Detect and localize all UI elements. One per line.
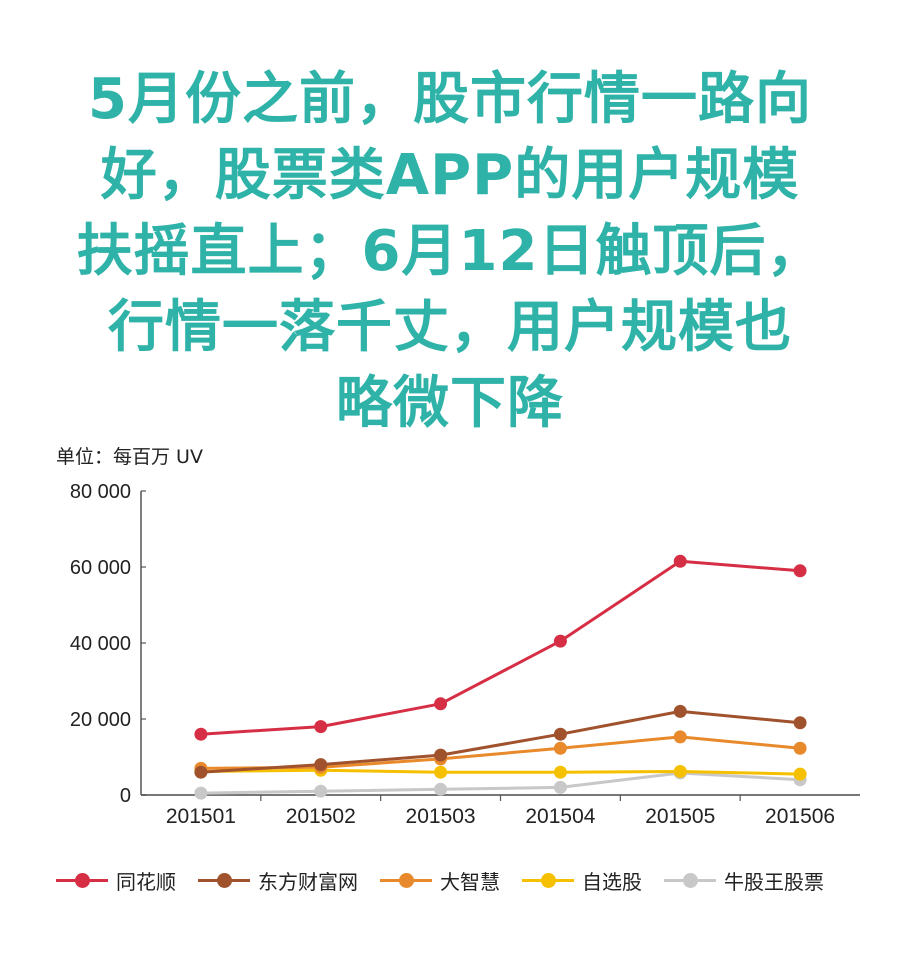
y-tick-label: 0 (120, 785, 131, 807)
data-point (793, 716, 807, 730)
series-5 (194, 766, 807, 800)
legend-label: 同花顺 (116, 870, 176, 894)
series-line (200, 768, 801, 776)
legend-item: 大智慧 (380, 866, 500, 895)
data-point (793, 767, 807, 781)
data-point (434, 697, 448, 711)
series-1 (194, 554, 807, 741)
data-point (553, 765, 567, 779)
data-point (553, 741, 567, 755)
x-tick-label: 201504 (525, 805, 595, 828)
legend-marker-icon (198, 872, 250, 889)
data-point (314, 720, 328, 734)
headline-line-5: 略微下降 (336, 371, 564, 436)
y-tick-label: 20 000 (70, 709, 131, 731)
y-tick-label: 80 000 (70, 481, 131, 503)
y-tick-label: 40 000 (70, 633, 131, 655)
legend-marker-icon (380, 872, 432, 889)
x-tick-label: 201501 (166, 805, 236, 828)
series-line (200, 709, 801, 774)
chart-series (194, 554, 807, 800)
legend-label: 东方财富网 (258, 870, 358, 894)
data-point (793, 564, 807, 578)
legend-marker-icon (56, 872, 108, 889)
data-point (434, 782, 448, 796)
legend-item: 自选股 (522, 866, 642, 895)
legend-label: 大智慧 (440, 870, 500, 894)
data-point (194, 765, 208, 779)
data-point (314, 784, 328, 798)
legend-label: 牛股王股票 (724, 870, 824, 894)
x-tick-label: 201503 (406, 805, 476, 828)
headline-line-4: 行情一落千丈，用户规模也 (108, 295, 792, 360)
data-point (673, 554, 687, 568)
y-axis-unit-label: 单位：每百万 UV (56, 446, 203, 468)
x-tick-label: 201502 (286, 805, 356, 828)
data-point (194, 727, 208, 741)
data-point (673, 730, 687, 744)
series-line (200, 735, 801, 770)
data-point (194, 786, 208, 800)
data-point (434, 765, 448, 779)
data-point (673, 764, 687, 778)
legend-item: 牛股王股票 (664, 866, 824, 895)
y-tick-label: 60 000 (70, 557, 131, 579)
headline-line-3: 扶摇直上；6月12日触顶后， (76, 219, 824, 284)
headline-line-1: 5月份之前，股市行情一路向 (88, 67, 812, 132)
chart-headline: 5月份之前，股市行情一路向 好，股票类APP的用户规模 扶摇直上；6月12日触顶… (0, 62, 900, 442)
series-2 (194, 704, 807, 779)
data-point (553, 634, 567, 648)
headline-line-2: 好，股票类APP的用户规模 (100, 143, 800, 208)
chart-legend: 同花顺 东方财富网 大智慧 自选股 牛股王股票 (56, 866, 824, 895)
series-line (200, 559, 801, 736)
series-line (200, 771, 801, 795)
data-point (314, 758, 328, 772)
legend-item: 同花顺 (56, 866, 176, 895)
legend-label: 自选股 (582, 870, 642, 894)
x-tick-label: 201505 (645, 805, 715, 828)
x-tick-label: 201506 (765, 805, 835, 828)
legend-marker-icon (664, 872, 716, 889)
chart-axes: 0 20 000 40 000 60 000 80 000 201501 201502 201… (70, 481, 860, 828)
data-point (553, 780, 567, 794)
data-point (673, 704, 687, 718)
legend-marker-icon (522, 872, 574, 889)
legend-item: 东方财富网 (198, 866, 358, 895)
data-point (434, 748, 448, 762)
data-point (553, 727, 567, 741)
data-point (793, 741, 807, 755)
